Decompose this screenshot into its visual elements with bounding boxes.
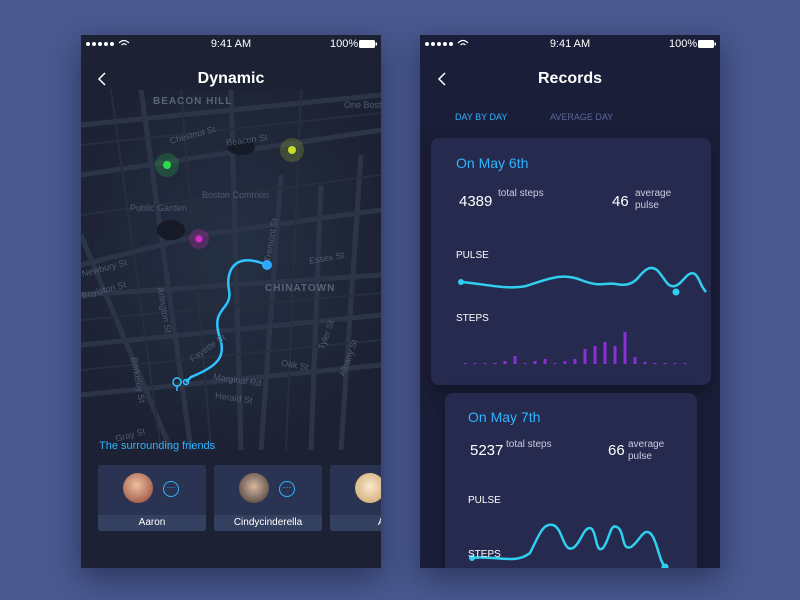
steps-title: STEPS: [456, 313, 489, 324]
friend-name: Ab: [330, 515, 381, 531]
steps-bar: [583, 349, 587, 364]
friend-card[interactable]: Ab: [330, 465, 381, 531]
screen-title: Records: [537, 70, 603, 87]
steps-bar: [503, 361, 507, 364]
steps-bar: [493, 363, 497, 364]
steps-bar: [523, 363, 527, 364]
status-battery: 100%: [330, 38, 359, 50]
steps-label: total steps: [498, 188, 544, 199]
steps-bar: [463, 363, 467, 364]
map-label: One Bosto: [344, 100, 381, 110]
map-label: Public Garden: [130, 203, 188, 213]
map-label: CHINATOWN: [265, 283, 336, 294]
record-card: On May 6th 4389 total steps 46 average p…: [431, 138, 711, 385]
steps-bar: [483, 363, 487, 364]
phone-records: 9:41 AM 100% Records DAY BY DAY AVERAGE …: [420, 35, 720, 568]
steps-bar: [603, 342, 607, 364]
steps-bar: [673, 363, 677, 364]
status-time: 9:41 AM: [210, 38, 252, 50]
steps-bar: [653, 363, 657, 364]
record-date: On May 7th: [468, 409, 541, 425]
pulse-label: average pulse: [628, 439, 665, 462]
record-card: On May 7th 5237 total steps 66 average p…: [445, 393, 697, 568]
steps-bar: [573, 359, 577, 364]
phone-dynamic: 9:41 AM 100% Dynamic BEACON HILL One Bos…: [81, 35, 381, 568]
tab-active[interactable]: DAY BY DAY: [455, 112, 508, 122]
status-battery: 100%: [669, 38, 698, 50]
map-label: Boston Common: [202, 190, 270, 200]
map-label: BEACON HILL: [153, 96, 233, 107]
pulse-title: PULSE: [456, 250, 489, 261]
avatar: [239, 473, 269, 503]
steps-bar: [513, 356, 517, 364]
steps-bar: [633, 357, 637, 364]
pulse-title: PULSE: [468, 495, 501, 506]
chat-icon[interactable]: ···: [279, 481, 295, 497]
total-steps: 4389: [459, 193, 493, 210]
steps-bar: [593, 346, 597, 364]
friend-card[interactable]: ··· Aaron: [98, 465, 206, 531]
average-pulse: 46: [612, 193, 629, 210]
record-date: On May 6th: [456, 155, 529, 171]
status-icons: [425, 39, 716, 86]
screen-title: Dynamic: [197, 70, 265, 87]
steps-title: STEPS: [468, 549, 501, 560]
steps-bar: [553, 363, 557, 364]
status-time: 9:41 AM: [549, 38, 591, 50]
steps-bar: [623, 332, 627, 364]
tab[interactable]: AVERAGE DAY: [550, 112, 614, 122]
steps-bar: [663, 363, 667, 364]
steps-chart: [463, 332, 687, 364]
pulse-line: [469, 523, 669, 568]
steps-bar: [533, 361, 537, 364]
steps-bar: [543, 359, 547, 364]
friend-card[interactable]: ··· Cindycinderella: [214, 465, 322, 531]
steps-bar: [613, 346, 617, 364]
steps-label: total steps: [506, 439, 552, 450]
avatar: [355, 473, 381, 503]
pulse-label: average pulse: [635, 188, 672, 211]
steps-bar: [643, 362, 647, 364]
avatar: [123, 473, 153, 503]
steps-bar: [683, 363, 687, 364]
friend-name: Aaron: [98, 515, 206, 531]
chat-icon[interactable]: ···: [163, 481, 179, 497]
steps-bar: [563, 361, 567, 364]
total-steps: 5237: [470, 442, 504, 459]
steps-bar: [473, 363, 477, 364]
section-title: The surrounding friends: [99, 440, 216, 452]
pulse-line: [458, 266, 707, 296]
average-pulse: 66: [608, 442, 625, 459]
friend-name: Cindycinderella: [214, 515, 322, 531]
map: [81, 39, 381, 451]
